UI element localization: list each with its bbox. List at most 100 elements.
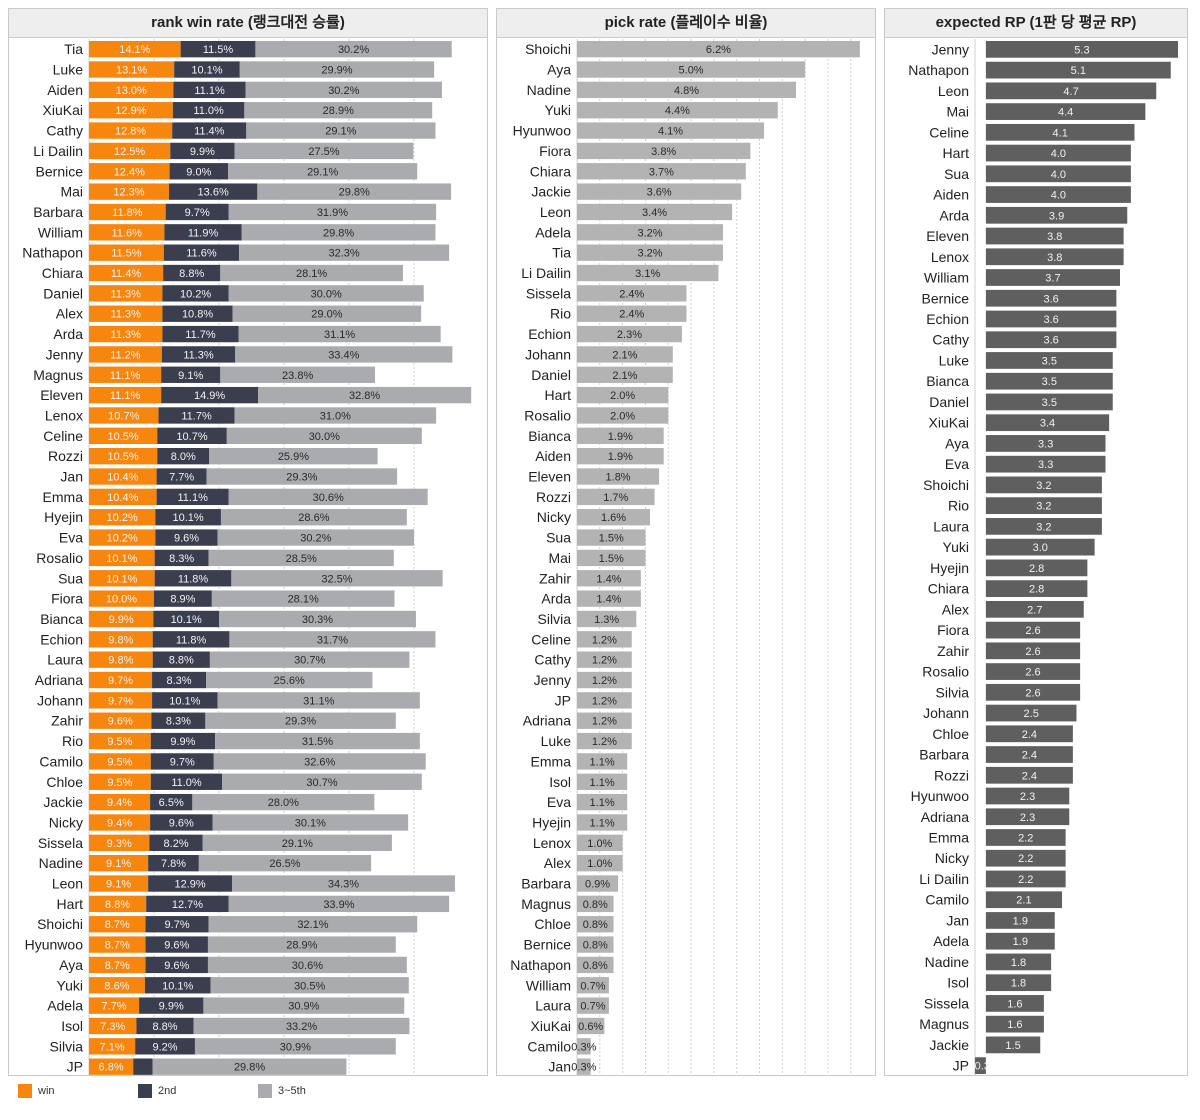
bar [156,468,207,485]
data-label: 9.8% [108,634,133,646]
data-label: 11.0% [193,105,224,117]
data-label: 14.1% [119,44,150,56]
bar [985,82,1157,100]
bar [577,264,719,282]
category-label: Bernice [922,290,970,306]
bar [985,393,1113,411]
category-label: Johann [37,692,83,708]
legend-swatch-3-5th [258,1084,272,1098]
bar [985,248,1124,266]
category-label: Emma [531,753,572,769]
bar [244,102,433,119]
bar [89,448,158,465]
data-label: 4.4 [1058,107,1073,119]
data-label: 1.4% [596,573,621,585]
category-label: Nicky [935,850,969,866]
data-label: 11.8% [112,207,143,219]
data-label: 0.8% [583,940,608,952]
bar [139,997,204,1014]
data-label: 4.0 [1051,169,1066,181]
category-label: Jenny [46,346,83,362]
data-label: 12.7% [172,899,203,911]
category-label: Shoichi [923,477,969,493]
data-label: 8.7% [105,940,130,952]
category-label: Sissela [38,835,83,851]
data-label: 3.5 [1042,397,1057,409]
bar [577,916,614,933]
category-label: Shoichi [37,916,83,932]
bar [89,793,151,811]
bar [220,366,375,383]
bar [89,895,147,913]
data-label: 29.1% [307,166,338,178]
category-label: Echion [40,631,83,647]
data-label: 30.5% [294,980,325,992]
data-label: 13.1% [116,65,147,77]
data-label: 3.4 [1040,418,1055,430]
bar [152,671,206,689]
data-label: 1.1% [590,777,615,789]
data-label: 1.2% [592,695,617,707]
bar [89,956,146,974]
bar [985,41,1178,58]
bar [89,142,171,160]
legend-item-2nd: 2nd [138,1084,176,1098]
data-label: 7.8% [161,858,186,870]
data-label: 8.0% [171,451,196,463]
data-label: 8.3% [169,553,194,565]
bar [89,977,145,994]
bar [148,855,199,872]
category-label: Chloe [46,774,83,790]
bar [203,997,405,1014]
category-label: Magnus [521,896,571,912]
bar [89,203,166,221]
data-label: 1.2% [592,675,617,687]
data-label: 32.6% [304,756,335,768]
data-label: 3.4% [642,207,667,219]
data-label: 34.3% [328,879,359,891]
data-label: 2.4 [1022,750,1037,762]
category-label: Nathapon [908,62,969,78]
category-label: Rozzi [934,767,969,783]
data-label: 4.1 [1053,127,1068,139]
category-label: William [38,224,83,240]
bar [985,787,1070,805]
data-label: 30.9% [280,1041,311,1053]
data-label: 0.8% [583,919,608,931]
bar [577,895,614,913]
data-label: 9.4% [107,797,132,809]
bar [577,529,646,546]
data-label: 11.6% [186,248,217,260]
bar [229,631,436,648]
data-label: 13.0% [116,85,147,97]
bar [985,227,1124,245]
data-label: 32.3% [329,248,360,260]
data-label: 3.1% [635,268,660,280]
category-label: Aiden [47,82,83,98]
data-label: 1.7% [603,492,628,504]
bar [985,580,1088,597]
bar [220,509,407,526]
bar [89,997,140,1014]
category-label: Hyunwoo [911,788,970,804]
data-label: 1.9 [1013,915,1028,927]
data-label: 2.1 [1016,895,1031,907]
data-label: 9.5% [107,777,132,789]
category-label: Hart [57,896,84,912]
data-label: 2.3% [617,329,642,341]
bar [226,427,422,444]
data-label: 13.6% [198,187,229,199]
data-label: 11.9% [188,227,219,239]
bar [985,476,1102,494]
legend-swatch-2nd [138,1084,152,1098]
data-label: 3.9 [1049,210,1064,222]
data-label: 4.7 [1063,86,1078,98]
data-label: 3.0 [1033,542,1048,554]
category-label: Aya [945,435,969,451]
data-label: 8.8% [179,268,204,280]
category-label: Silvia [538,611,572,627]
category-label: William [526,977,571,993]
data-label: 7.7% [101,1001,126,1013]
category-label: Eleven [926,228,969,244]
bar [577,712,632,729]
